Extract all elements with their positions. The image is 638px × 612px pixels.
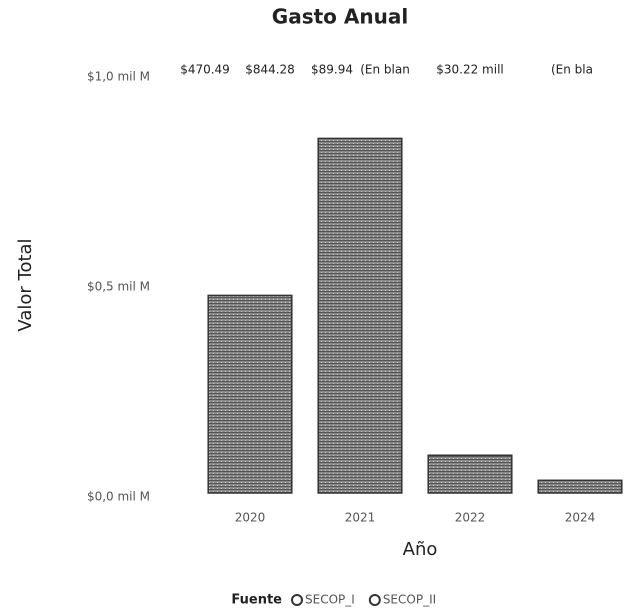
x-tick-label: 2024 (565, 511, 596, 525)
legend-title: Fuente (231, 593, 282, 608)
y-tick-label: $0,0 mil M (87, 490, 150, 504)
x-tick-label: 2020 (235, 511, 266, 525)
y-axis-title: Valor Total (15, 238, 36, 331)
x-tick-label: 2021 (345, 511, 376, 525)
chart-title: Gasto Anual (272, 5, 408, 29)
bar (537, 479, 623, 494)
data-label: $470.49 (180, 63, 230, 77)
data-label: $30.22 mill (436, 63, 504, 77)
y-tick-label: $0,5 mil M (87, 280, 150, 294)
bar (427, 454, 513, 494)
annotation: (En blan (360, 63, 410, 77)
legend-label: SECOP_I (305, 593, 355, 607)
data-label: $89.94 (311, 63, 353, 77)
y-tick-label: $1,0 mil M (87, 70, 150, 84)
annotation: (En bla (551, 63, 593, 77)
x-tick-label: 2022 (455, 511, 486, 525)
bar (207, 294, 293, 494)
x-axis-title: Año (403, 539, 438, 560)
bar (317, 137, 403, 494)
legend-marker (291, 594, 303, 606)
legend-marker (368, 594, 381, 606)
legend-label: SECOP_II (383, 593, 436, 607)
data-label: $844.28 (245, 63, 295, 77)
